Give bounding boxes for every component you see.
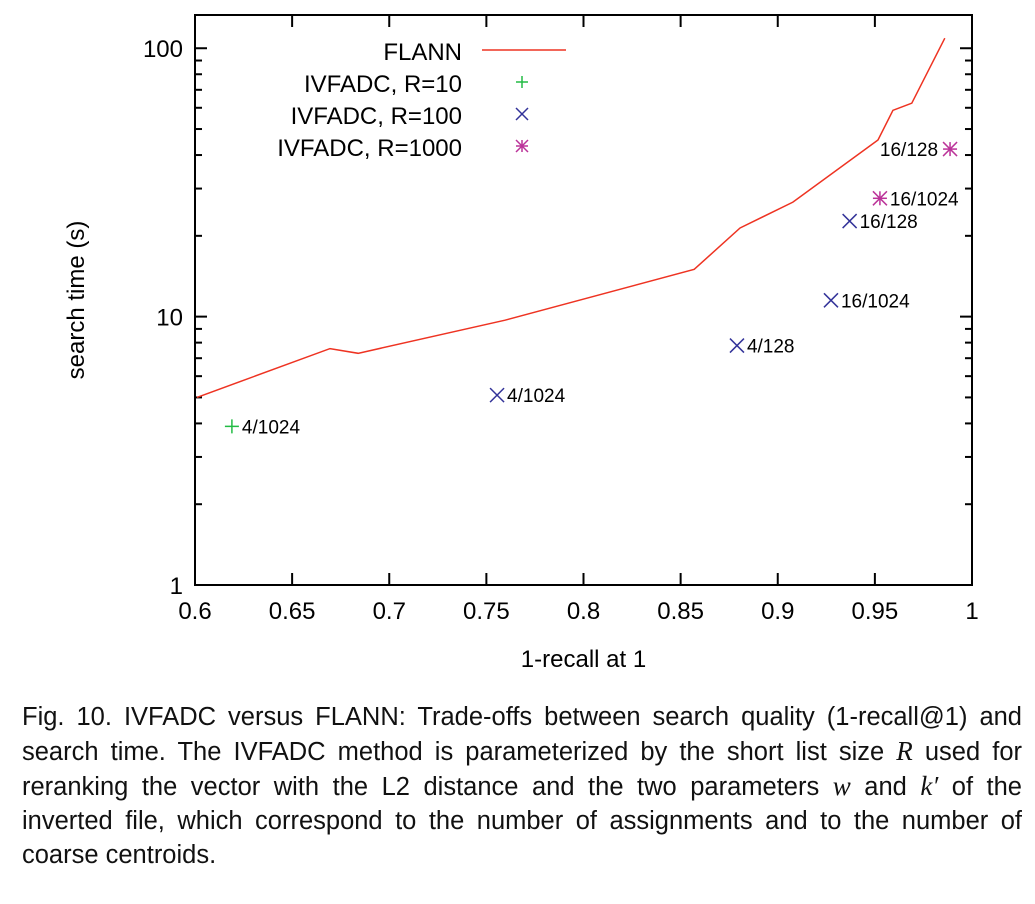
caption-math-R: R: [896, 736, 913, 766]
data-label: 16/1024: [841, 291, 910, 312]
x-tick-label: 0.9: [761, 598, 794, 625]
x-tick-label: 0.75: [463, 598, 510, 625]
legend-label: IVFADC, R=1000: [277, 135, 462, 162]
data-point-cross: [842, 213, 858, 229]
data-label: 16/1024: [890, 189, 959, 210]
data-label: 16/128: [860, 212, 918, 233]
x-tick-label: 0.95: [852, 598, 899, 625]
data-label: 4/128: [747, 337, 795, 358]
caption-math-w: w: [832, 771, 851, 801]
x-tick-label: 0.6: [178, 598, 211, 625]
legend-marker-cross: [515, 107, 529, 121]
data-point-cross: [729, 338, 745, 354]
caption-math-k: k′: [920, 771, 939, 801]
y-tick-label: 1: [170, 573, 183, 600]
x-tick-label: 1: [965, 598, 978, 625]
y-tick-label: 100: [143, 36, 183, 63]
data-label: 4/1024: [242, 417, 301, 438]
data-point-cross: [823, 292, 839, 308]
data-point-cross: [489, 387, 505, 403]
series-line-flann: [196, 37, 946, 399]
x-tick-label: 0.65: [269, 598, 316, 625]
x-axis-label: 1-recall at 1: [521, 646, 646, 673]
data-label: 4/1024: [507, 386, 566, 407]
caption-text: of the inverted file, which correspond t…: [22, 773, 1022, 869]
data-point-star: [872, 190, 888, 206]
caption-text: used for reranking the vector with the L…: [22, 738, 1022, 801]
legend-marker-star: [515, 139, 529, 153]
caption-text: and: [850, 773, 921, 801]
legend-label: IVFADC, R=10: [304, 71, 462, 98]
data-label: 16/128: [880, 140, 938, 161]
legend-label: FLANN: [383, 39, 462, 66]
legend-label: IVFADC, R=100: [291, 103, 462, 130]
y-axis-label: search time (s): [63, 221, 90, 380]
y-tick-label: 10: [156, 305, 183, 332]
caption-text: Fig. 10. IVFADC versus FLANN: Trade-offs…: [22, 703, 1022, 766]
x-tick-label: 0.85: [657, 598, 704, 625]
chart: 0.6 0.65 0.7 0.75 0.8 0.85 0.9 0.95 1 1 10 100 1-rec…: [63, 14, 979, 673]
x-tick-label: 0.8: [567, 598, 600, 625]
figure-caption: Fig. 10. IVFADC versus FLANN: Trade-offs…: [22, 700, 1022, 872]
x-tick-label: 0.7: [373, 598, 406, 625]
data-point-star: [942, 141, 958, 157]
